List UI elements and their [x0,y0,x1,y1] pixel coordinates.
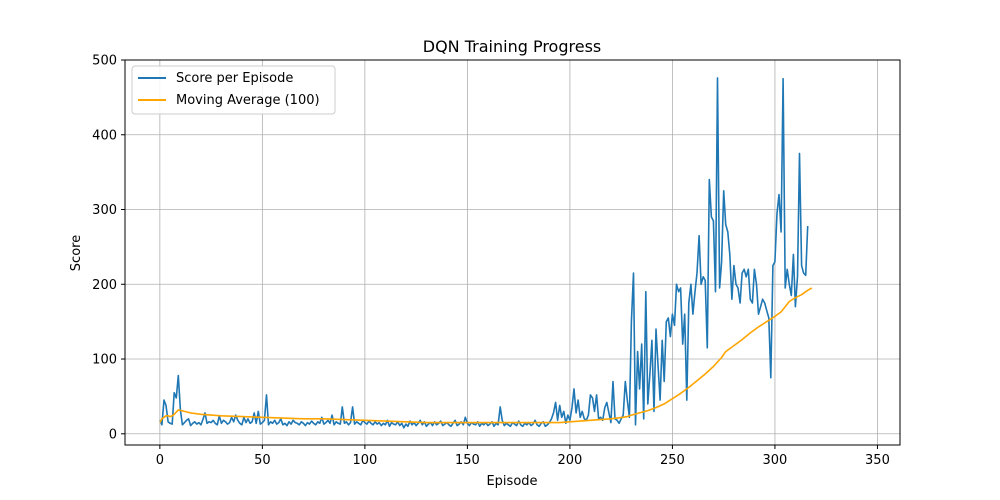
y-tick-label: 500 [92,54,117,69]
legend-box [131,65,336,115]
y-tick-label: 100 [92,353,117,368]
x-tick-label: 300 [763,453,788,468]
legend-label-moving-average: Moving Average (100) [176,93,320,108]
x-tick-label: 250 [660,453,685,468]
legend: Score per Episode Moving Average (100) [131,65,336,115]
x-axis: 0 50 100 150 200 250 300 350 [156,445,890,468]
y-tick-label: 200 [92,278,117,293]
series-score-line [159,77,809,429]
x-tick-label: 150 [455,453,480,468]
y-tick-label: 300 [92,203,117,218]
x-tick-label: 50 [254,453,271,468]
x-tick-label: 100 [352,453,377,468]
legend-label-score: Score per Episode [176,71,293,86]
plot-frame [124,59,901,446]
y-tick-label: 0 [109,427,117,442]
series-moving-average-line [159,287,813,424]
x-tick-label: 200 [557,453,582,468]
chart-title: DQN Training Progress [423,37,601,56]
x-tick-label: 350 [865,453,890,468]
series-layer [159,77,813,429]
y-axis: 0 100 200 300 400 500 [92,54,125,442]
y-axis-label: Score [69,235,84,271]
y-tick-label: 400 [92,128,117,143]
x-tick-label: 0 [156,453,164,468]
x-axis-label: Episode [486,474,537,489]
